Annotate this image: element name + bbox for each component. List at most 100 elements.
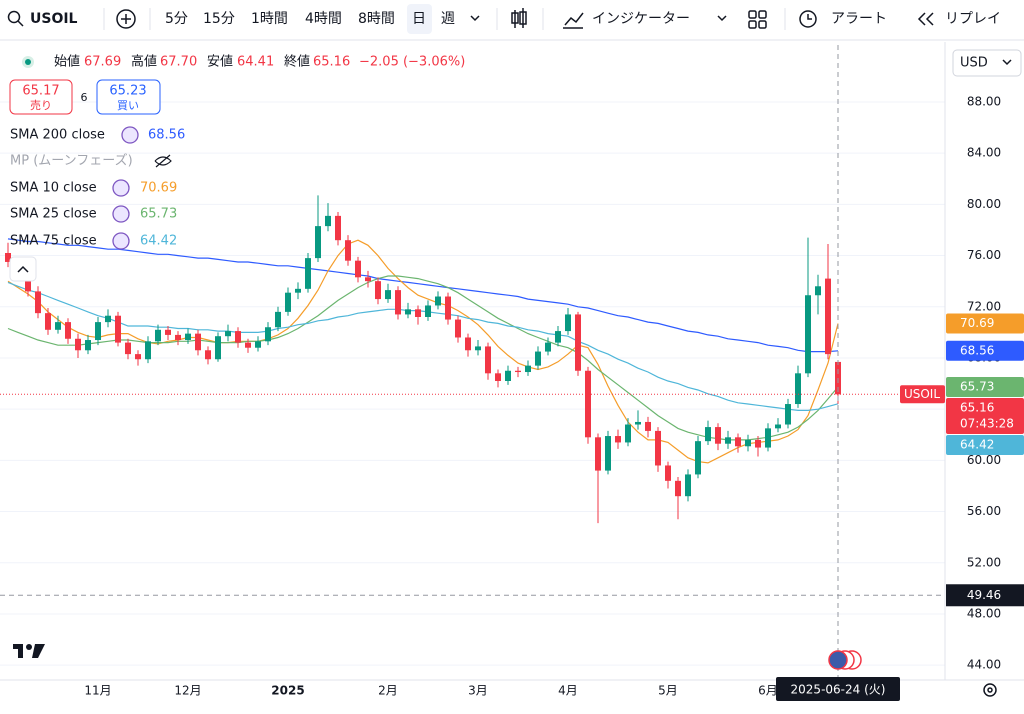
y-tick-label: 80.00 <box>967 197 1001 211</box>
candle-body <box>495 373 501 381</box>
sell-button[interactable] <box>9 79 73 115</box>
low-value: 64.41 <box>237 55 274 70</box>
candle-body <box>575 314 581 371</box>
candle-body <box>5 252 11 262</box>
sell-label: 売り <box>30 99 52 112</box>
x-tick-label: 11月 <box>84 684 111 698</box>
sma-price-label: 64.42 <box>960 438 994 452</box>
candle-body <box>755 439 761 448</box>
candle-body <box>65 322 71 339</box>
indicators-button[interactable]: インジケーター <box>592 11 690 27</box>
candle-body <box>225 331 231 337</box>
sma-price-box <box>946 435 1024 456</box>
x-tick-label: 4月 <box>558 684 578 698</box>
candle-body <box>105 315 111 323</box>
candle-body <box>125 342 131 355</box>
candle-body <box>525 365 531 373</box>
refresh-icon[interactable] <box>112 179 130 197</box>
candle-body <box>605 436 611 471</box>
event-flag[interactable] <box>828 650 848 670</box>
alert-button[interactable]: アラート <box>831 11 887 27</box>
candle-body <box>675 480 681 497</box>
candle-body <box>55 322 61 330</box>
spread: 6 <box>81 91 88 104</box>
add-symbol <box>121 14 131 24</box>
interval[interactable]: 週 <box>441 11 455 27</box>
buy-button[interactable] <box>96 79 161 115</box>
candle-body <box>75 338 81 351</box>
tv-logo <box>32 644 45 658</box>
chart-type-icon <box>519 11 527 25</box>
candle-body <box>645 421 651 431</box>
candle-body <box>85 340 91 351</box>
sma-price-box <box>946 313 1024 334</box>
candle-body <box>265 327 271 342</box>
candle-body <box>255 341 261 348</box>
candle-body <box>25 274 31 292</box>
indicator-name: SMA 200 close <box>10 128 105 143</box>
candle-body <box>655 430 661 466</box>
symbol-tag-label: USOIL <box>904 387 940 401</box>
legend: 始値 67.69 高値 67.70 安値 64.41 終値 65.16 −2.0… <box>9 54 465 282</box>
low-label: 安値 <box>207 54 233 70</box>
refresh-icon[interactable] <box>112 205 130 223</box>
interval[interactable]: 日 <box>412 11 426 27</box>
high-label: 高値 <box>131 54 157 70</box>
collapse-button[interactable] <box>9 256 37 282</box>
candle-body <box>715 427 721 444</box>
search-icon[interactable] <box>7 10 21 24</box>
indicator-value: 64.42 <box>140 234 177 249</box>
candle-body <box>725 437 731 444</box>
interval[interactable]: 8時間 <box>358 11 395 27</box>
candle-body <box>585 370 591 438</box>
indicator-value: 65.73 <box>140 207 177 222</box>
interval[interactable]: 5分 <box>165 11 188 27</box>
toolbar: USOIL 5分 15分 1時間 4時間 8時間 日 週 インジケーター アラー… <box>0 4 1024 41</box>
chevron[interactable] <box>470 15 480 22</box>
interval[interactable]: 1時間 <box>251 11 288 27</box>
candle-body <box>515 370 521 373</box>
hidden-icon[interactable] <box>154 154 172 168</box>
sma-price-label: 65.73 <box>960 380 994 394</box>
candle-body <box>365 277 371 282</box>
candle-body <box>565 314 571 332</box>
interval[interactable]: 15分 <box>203 11 235 27</box>
x-tick-label: 2月 <box>378 684 398 698</box>
candle-body <box>415 309 421 317</box>
open-value: 67.69 <box>84 55 121 70</box>
chevron <box>1002 59 1012 66</box>
replay-button[interactable]: リプレイ <box>945 11 1001 27</box>
indicator-icon[interactable] <box>563 12 584 29</box>
alert-icon <box>807 14 812 20</box>
replay-icon[interactable] <box>917 12 934 26</box>
crosshair-price: 49.46 <box>967 588 1001 602</box>
currency-select[interactable] <box>952 49 1022 77</box>
interval[interactable]: 4時間 <box>305 11 342 27</box>
settings-button[interactable] <box>983 683 997 697</box>
sma-price-label: 70.69 <box>960 316 994 330</box>
chevron[interactable] <box>717 15 727 22</box>
indicator-name: SMA 75 close <box>10 234 97 249</box>
refresh-icon[interactable] <box>112 232 130 250</box>
alert-icon[interactable] <box>799 10 817 28</box>
candle-body <box>325 215 331 227</box>
candle-body <box>235 331 241 343</box>
candle-body <box>295 288 301 293</box>
candle-body <box>395 290 401 315</box>
indicator-value: 68.56 <box>148 128 185 143</box>
price-axis: USD 88.0084.0080.0076.0072.0068.0064.006… <box>0 42 1024 681</box>
y-tick-label: 72.00 <box>967 299 1001 313</box>
hidden-icon <box>155 154 171 168</box>
candle-body <box>95 322 101 341</box>
candle-body <box>275 311 281 328</box>
refresh-icon[interactable] <box>121 126 139 144</box>
layout-icon[interactable] <box>748 10 767 29</box>
candle-body <box>825 278 831 355</box>
indicator-name: MP (ムーンフェーズ) <box>10 153 133 169</box>
candle-body <box>285 292 291 312</box>
symbol[interactable]: USOIL <box>30 11 78 27</box>
add-symbol[interactable] <box>116 9 136 29</box>
y-tick-label: 52.00 <box>967 555 1001 569</box>
candle-body <box>35 291 41 314</box>
